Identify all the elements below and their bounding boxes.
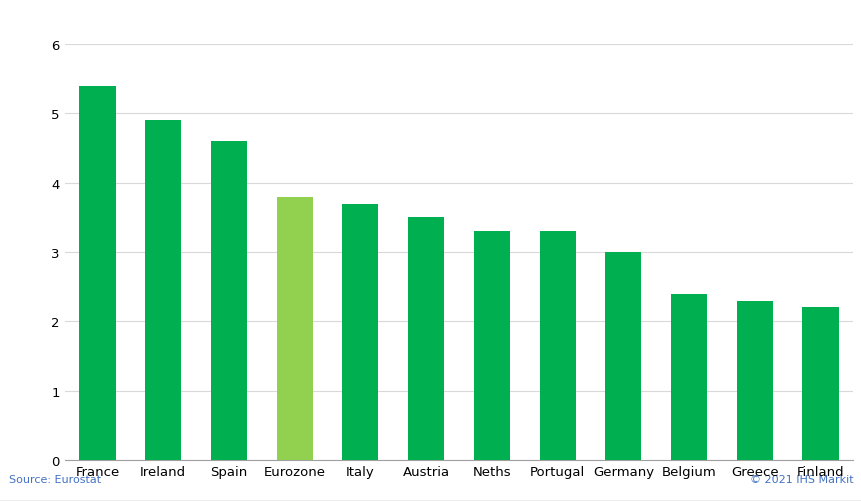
Bar: [407, 218, 443, 460]
Bar: [276, 197, 313, 460]
Bar: [145, 121, 181, 460]
Bar: [604, 253, 641, 460]
Bar: [539, 232, 575, 460]
Bar: [736, 301, 772, 460]
Bar: [474, 232, 510, 460]
Bar: [670, 294, 706, 460]
Bar: [342, 204, 378, 460]
Bar: [802, 308, 838, 460]
Bar: [79, 87, 115, 460]
Bar: [211, 142, 247, 460]
Text: Source: Eurostat: Source: Eurostat: [9, 473, 101, 483]
Text: Chart 3: IHS Markit's 2021 GDP growth forecasts (%): Chart 3: IHS Markit's 2021 GDP growth fo…: [9, 13, 486, 28]
Text: © 2021 IHS Markit: © 2021 IHS Markit: [749, 473, 852, 483]
